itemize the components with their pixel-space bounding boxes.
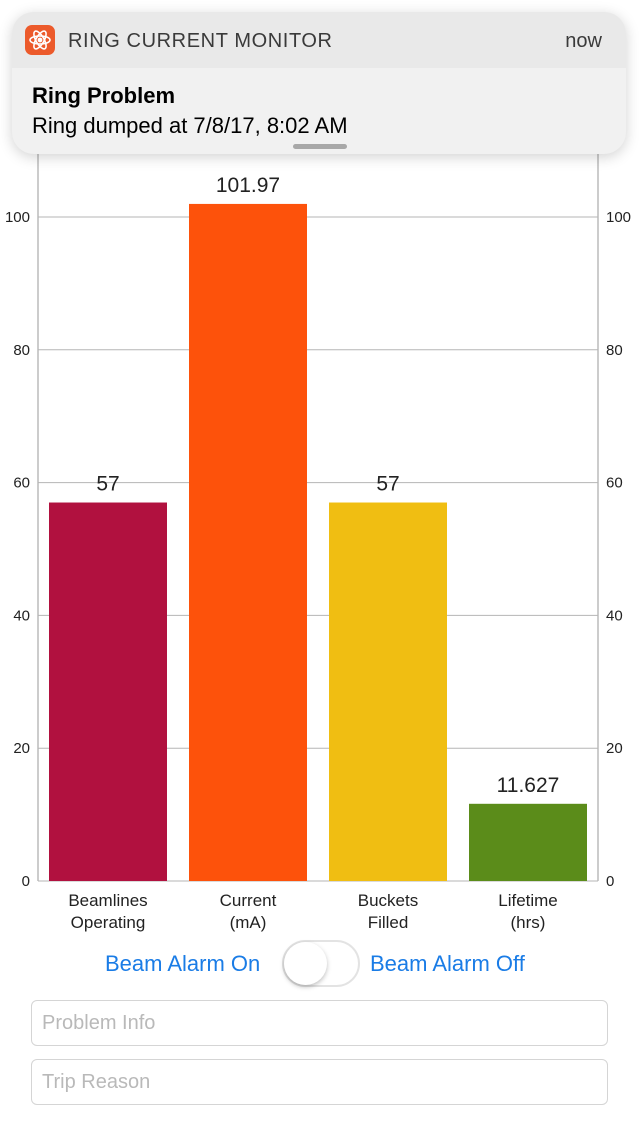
- beam-alarm-toggle[interactable]: [282, 940, 360, 987]
- bar-value-label: 11.627: [497, 774, 560, 797]
- notification-title: Ring Problem: [32, 83, 176, 108]
- y-tick-label-right: 20: [606, 740, 623, 757]
- trip-reason-field[interactable]: [31, 1059, 608, 1105]
- bar-value-label: 57: [376, 473, 399, 496]
- y-tick-label-right: 40: [606, 607, 623, 624]
- bar-value-label: 101.97: [216, 174, 280, 197]
- notification-time: now: [565, 30, 602, 52]
- category-label: Beamlines: [68, 891, 147, 910]
- bar: [329, 502, 447, 881]
- beam-alarm-on-label[interactable]: Beam Alarm On: [105, 951, 261, 976]
- beam-alarm-off-label[interactable]: Beam Alarm Off: [370, 951, 525, 976]
- y-tick-label-right: 80: [606, 342, 623, 359]
- radiation-atom-icon: [25, 25, 55, 55]
- bar: [469, 803, 587, 881]
- y-tick-label-left: 60: [13, 475, 30, 492]
- bar-chart: 0 0 20 20 40 40 60 60 80 80 100 100 57 Beamlines Opera…: [5, 150, 631, 932]
- y-tick-label-right: 100: [606, 209, 631, 226]
- notification-body: Ring dumped at 7/8/17, 8:02 AM: [32, 113, 348, 138]
- y-tick-label-right: 60: [606, 475, 623, 492]
- category-label: (hrs): [511, 913, 546, 932]
- category-label: Buckets: [358, 891, 418, 910]
- notification-grabber[interactable]: [293, 144, 347, 149]
- category-label: Filled: [368, 913, 409, 932]
- notification-app-name: RING CURRENT MONITOR: [68, 30, 333, 52]
- category-label: Operating: [71, 913, 146, 932]
- category-label: Current: [220, 891, 277, 910]
- y-tick-label-right: 0: [606, 873, 614, 890]
- category-label: Lifetime: [498, 891, 558, 910]
- problem-info-field[interactable]: [31, 1000, 608, 1046]
- notification-header: RING CURRENT MONITOR now: [12, 12, 626, 68]
- y-tick-label-left: 80: [13, 342, 30, 359]
- y-tick-label-left: 20: [13, 740, 30, 757]
- y-tick-label-left: 0: [22, 873, 30, 890]
- notification-banner[interactable]: RING CURRENT MONITOR now Ring Problem Ri…: [12, 12, 626, 154]
- y-tick-label-left: 100: [5, 209, 30, 226]
- bar-value-label: 57: [96, 473, 119, 496]
- category-label: (mA): [230, 913, 267, 932]
- y-tick-label-left: 40: [13, 607, 30, 624]
- bar: [49, 502, 167, 881]
- toggle-knob: [284, 942, 327, 985]
- bar: [189, 203, 307, 882]
